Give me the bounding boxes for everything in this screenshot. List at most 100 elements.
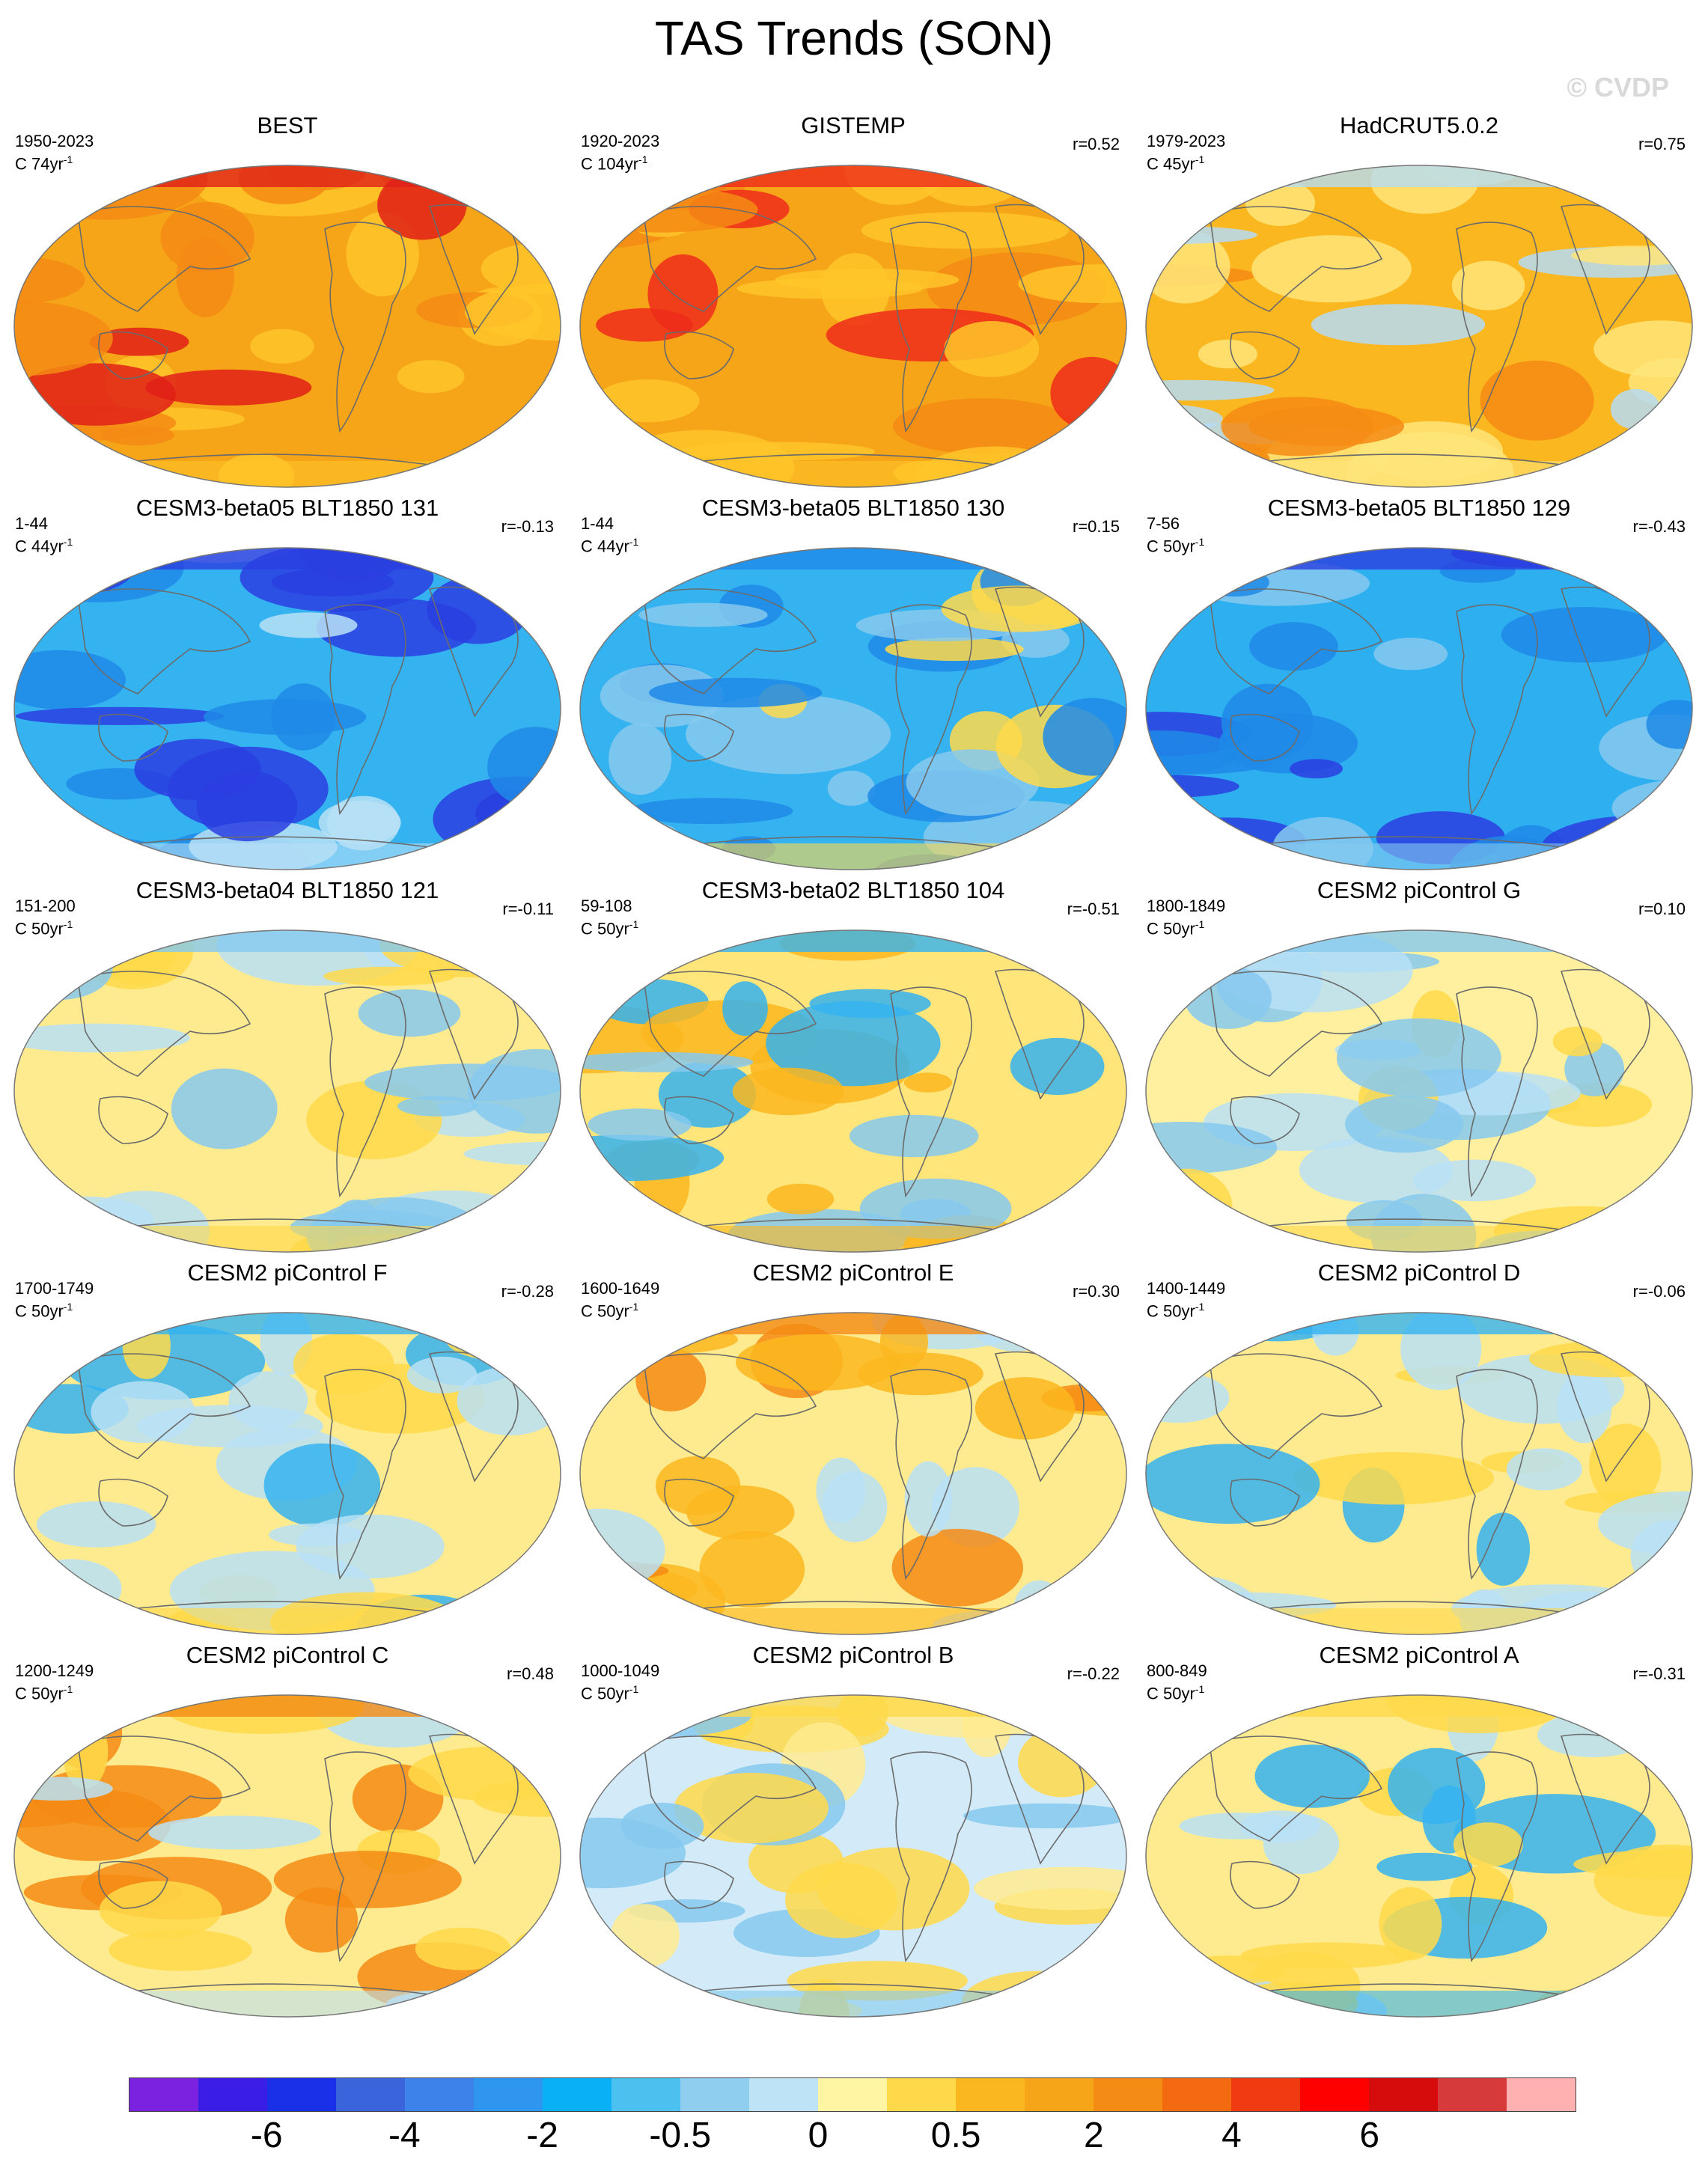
colorbar-tick-label: 2 (1083, 2116, 1104, 2155)
coastline (890, 1751, 972, 1962)
trend-anomaly-blob (14, 650, 126, 709)
panel-period: 1979-2023 (1147, 132, 1226, 150)
trend-anomaly-blob (148, 1816, 321, 1850)
panel-pattern-correlation: r=0.48 (507, 1664, 554, 1683)
trend-anomaly-blob (1201, 568, 1269, 597)
trend-anomaly-blob (1641, 974, 1692, 998)
trend-anomaly-blob (14, 934, 113, 1000)
panel-units-exponent: -1 (63, 536, 73, 548)
colorbar-swatch (887, 2078, 956, 2111)
trend-anomaly-blob (1336, 1018, 1501, 1098)
trend-anomaly-blob (1552, 1026, 1602, 1057)
coastline (703, 1983, 996, 1995)
coastline (1269, 1218, 1562, 1230)
panel-units-text: C 104yr (581, 154, 639, 174)
trend-anomaly-blob (649, 677, 823, 708)
map-outline (579, 165, 1127, 488)
panel-period: 800-849 (1147, 1661, 1207, 1680)
trend-anomaly-blob (204, 699, 367, 735)
coastline (664, 713, 734, 762)
colorbar-swatch (543, 2078, 611, 2111)
figure-title: TAS Trends (SON) (654, 11, 1054, 65)
global-map (13, 1312, 561, 1635)
panel-period: 1920-2023 (581, 132, 660, 150)
coastline (643, 1735, 817, 1842)
trend-anomaly-blob (250, 329, 314, 364)
trend-anomaly-blob (1018, 264, 1126, 304)
coastline (324, 1751, 406, 1962)
coastline (890, 604, 972, 815)
panel-units-text: C 44yr (581, 537, 629, 556)
coastline (1456, 1369, 1538, 1580)
global-map (1145, 547, 1693, 870)
colorbar-swatch (611, 2078, 680, 2111)
coastline (643, 206, 817, 312)
panel-units: C 50yr-1 (15, 1298, 73, 1320)
coastline (664, 1860, 734, 1909)
trend-anomaly-blob (89, 327, 189, 356)
trend-anomaly-blob (397, 1096, 478, 1117)
panel-units-text: C 50yr (1147, 919, 1195, 938)
trend-anomaly-blob (1146, 1168, 1233, 1245)
colorbar (129, 2077, 1576, 2112)
trend-anomaly-blob (686, 694, 891, 775)
trend-anomaly-blob (932, 1467, 1019, 1548)
coastline (643, 588, 817, 694)
global-map (579, 929, 1127, 1253)
trend-anomaly-blob (1529, 1340, 1689, 1378)
trend-anomaly-blob (293, 1333, 394, 1396)
colorbar-tick-label: -6 (250, 2116, 283, 2155)
panel-pattern-correlation: r=-0.13 (501, 517, 554, 536)
trend-anomaly-blob (70, 1979, 122, 2017)
trend-anomaly-blob (1476, 1512, 1530, 1586)
trend-anomaly-blob (903, 1072, 952, 1093)
trend-anomaly-blob (1009, 462, 1055, 487)
trend-anomaly-blob (766, 1001, 941, 1087)
trend-anomaly-blob (14, 1023, 190, 1053)
global-map (1145, 929, 1693, 1253)
antarctic-band (14, 1608, 561, 1634)
trend-anomaly-blob (1254, 1744, 1370, 1808)
coastline (1209, 588, 1383, 694)
trend-anomaly-blob (861, 212, 1070, 249)
map-panel: CESM2 piControl F 1700-1749 C 50yr-1 r=-0.2… (10, 1260, 564, 1641)
trend-anomaly-blob (49, 837, 161, 870)
panel-units-exponent: -1 (63, 1683, 73, 1695)
trend-anomaly-blob (580, 820, 676, 841)
trend-anomaly-blob (628, 798, 793, 825)
coastline (1209, 206, 1383, 312)
antarctic-band (580, 1991, 1126, 2017)
panel-title: CESM2 piControl B (752, 1642, 954, 1668)
map-outline (13, 1312, 561, 1635)
colorbar-tick-label: 0 (808, 2116, 829, 2155)
panel-units-exponent: -1 (63, 918, 73, 930)
coastline (98, 1478, 168, 1527)
panel-units: C 74yr-1 (15, 150, 73, 173)
map-outline (579, 929, 1127, 1253)
map-outline (1145, 1312, 1693, 1635)
trend-anomaly-blob (580, 1135, 725, 1182)
trend-anomaly-blob (1146, 730, 1238, 776)
panel-units: C 50yr-1 (15, 1680, 73, 1703)
panel-units: C 50yr-1 (581, 1680, 638, 1703)
trend-anomaly-blob (1146, 1316, 1216, 1380)
trend-anomaly-blob (658, 1061, 757, 1128)
trend-anomaly-blob (16, 363, 176, 426)
panel-period: 59-108 (581, 897, 632, 915)
coastline (703, 1218, 996, 1230)
colorbar-tick-label: 4 (1221, 2116, 1242, 2155)
colorbar-swatch (1438, 2078, 1507, 2111)
trend-anomaly-blob (481, 242, 561, 295)
panel-title: CESM3-beta05 BLT1850 131 (135, 495, 439, 521)
trend-anomaly-blob (1146, 1122, 1278, 1174)
antarctic-band (1146, 843, 1692, 870)
panel-pattern-correlation: r=-0.51 (1067, 900, 1120, 918)
panel-units-text: C 50yr (581, 1684, 629, 1703)
trend-anomaly-blob (686, 1485, 795, 1540)
trend-anomaly-blob (171, 1068, 278, 1149)
panel-units-text: C 45yr (1147, 154, 1195, 174)
trend-anomaly-blob (1240, 1810, 1320, 1843)
coastline (77, 1735, 251, 1842)
map-panel: CESM3-beta02 BLT1850 104 59-108 C 50yr-1 r=… (576, 877, 1130, 1259)
trend-anomaly-blob (1010, 1037, 1105, 1096)
